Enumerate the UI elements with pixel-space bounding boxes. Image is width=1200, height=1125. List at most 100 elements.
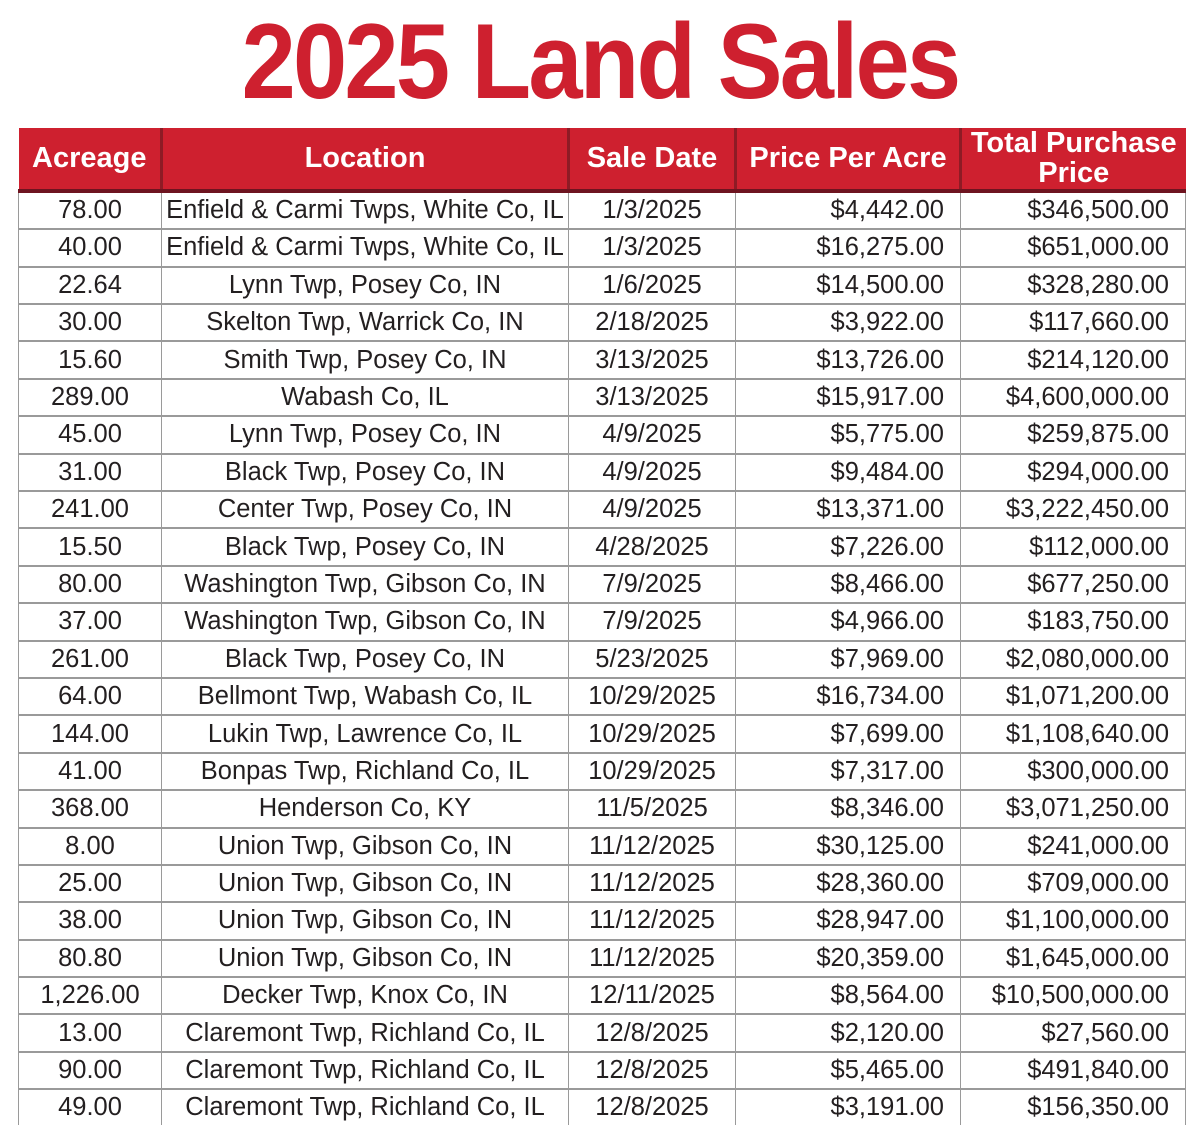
sale-date-cell: 12/8/2025 [568, 1013, 736, 1053]
total-price-cell: $214,120.00 [960, 340, 1186, 380]
table-header: Acreage Location Sale Date Price Per Acr… [18, 128, 1186, 193]
total-price-cell: $3,222,450.00 [960, 489, 1186, 530]
acreage-cell: 41.00 [18, 751, 162, 792]
acreage-cell: 38.00 [18, 901, 162, 941]
table-row: 15.60 Smith Twp, Posey Co, IN 3/13/2025 $13… [18, 340, 1186, 380]
price-per-acre-cell: $14,500.00 [735, 265, 961, 306]
table-row: 80.00 Washington Twp, Gibson Co, IN 7/9/20… [18, 564, 1186, 605]
location-cell: Decker Twp, Knox Co, IN [161, 976, 569, 1016]
total-price-cell: $112,000.00 [960, 527, 1186, 567]
location-cell: Claremont Twp, Richland Co, IL [161, 1050, 569, 1091]
price-per-acre-cell: $8,564.00 [735, 976, 961, 1016]
total-price-cell: $1,645,000.00 [960, 938, 1186, 979]
sale-date-cell: 3/13/2025 [568, 377, 736, 418]
sale-date-cell: 12/8/2025 [568, 1050, 736, 1091]
location-cell: Center Twp, Posey Co, IN [161, 489, 569, 530]
price-per-acre-cell: $7,226.00 [735, 527, 961, 567]
table-row: 13.00 Claremont Twp, Richland Co, IL 12/8/… [18, 1013, 1186, 1053]
acreage-cell: 64.00 [18, 676, 162, 717]
sale-date-cell: 11/12/2025 [568, 938, 736, 979]
table-row: 15.50 Black Twp, Posey Co, IN 4/28/2025 $7,… [18, 527, 1186, 567]
acreage-cell: 37.00 [18, 602, 162, 642]
table-row: 1,226.00 Decker Twp, Knox Co, IN 12/11/202… [18, 976, 1186, 1016]
price-per-acre-cell: $2,120.00 [735, 1013, 961, 1053]
total-price-cell: $27,560.00 [960, 1013, 1186, 1053]
acreage-cell: 80.00 [18, 564, 162, 605]
price-per-acre-cell: $16,734.00 [735, 676, 961, 717]
price-per-acre-cell: $8,466.00 [735, 564, 961, 605]
location-cell: Union Twp, Gibson Co, IN [161, 901, 569, 941]
sale-date-cell: 11/12/2025 [568, 901, 736, 941]
location-cell: Union Twp, Gibson Co, IN [161, 938, 569, 979]
location-cell: Bellmont Twp, Wabash Co, IL [161, 676, 569, 717]
column-header-acreage: Acreage [18, 128, 162, 193]
acreage-cell: 40.00 [18, 228, 162, 268]
sale-date-cell: 1/3/2025 [568, 189, 736, 231]
table-row: 31.00 Black Twp, Posey Co, IN 4/9/2025 $9,4… [18, 452, 1186, 493]
location-cell: Claremont Twp, Richland Co, IL [161, 1088, 569, 1125]
sale-date-cell: 10/29/2025 [568, 751, 736, 792]
location-cell: Henderson Co, KY [161, 789, 569, 829]
sale-date-cell: 5/23/2025 [568, 639, 736, 679]
acreage-cell: 31.00 [18, 452, 162, 493]
table-row: 22.64 Lynn Twp, Posey Co, IN 1/6/2025 $14,5… [18, 265, 1186, 306]
page: 2025 Land Sales Acreage Location Sale Da… [0, 8, 1200, 1125]
total-price-cell: $709,000.00 [960, 863, 1186, 904]
table-row: 45.00 Lynn Twp, Posey Co, IN 4/9/2025 $5,77… [18, 415, 1186, 455]
price-per-acre-cell: $7,699.00 [735, 714, 961, 754]
price-per-acre-cell: $9,484.00 [735, 452, 961, 493]
price-per-acre-cell: $7,969.00 [735, 639, 961, 679]
price-per-acre-cell: $4,966.00 [735, 602, 961, 642]
price-per-acre-cell: $3,922.00 [735, 303, 961, 343]
price-per-acre-cell: $30,125.00 [735, 826, 961, 866]
sale-date-cell: 2/18/2025 [568, 303, 736, 343]
total-price-cell: $300,000.00 [960, 751, 1186, 792]
acreage-cell: 144.00 [18, 714, 162, 754]
table-row: 41.00 Bonpas Twp, Richland Co, IL 10/29/20… [18, 751, 1186, 792]
table-row: 289.00 Wabash Co, IL 3/13/2025 $15,917.00 $4… [18, 377, 1186, 418]
price-per-acre-cell: $5,465.00 [735, 1050, 961, 1091]
price-per-acre-cell: $5,775.00 [735, 415, 961, 455]
total-price-cell: $1,108,640.00 [960, 714, 1186, 754]
total-price-cell: $294,000.00 [960, 452, 1186, 493]
location-cell: Lynn Twp, Posey Co, IN [161, 415, 569, 455]
page-title: 2025 Land Sales [241, 1, 962, 121]
total-price-cell: $328,280.00 [960, 265, 1186, 306]
total-price-cell: $2,080,000.00 [960, 639, 1186, 679]
table-body: 78.00 Enfield & Carmi Twps, White Co, IL 1… [18, 189, 1186, 1125]
price-per-acre-cell: $3,191.00 [735, 1088, 961, 1125]
acreage-cell: 22.64 [18, 265, 162, 306]
location-cell: Black Twp, Posey Co, IN [161, 527, 569, 567]
column-header-total-price: Total Purchase Price [959, 128, 1186, 193]
sale-date-cell: 12/8/2025 [568, 1088, 736, 1125]
table-row: 8.00 Union Twp, Gibson Co, IN 11/12/2025 $3… [18, 826, 1186, 866]
location-cell: Smith Twp, Posey Co, IN [161, 340, 569, 380]
sale-date-cell: 12/11/2025 [568, 976, 736, 1016]
price-per-acre-cell: $28,360.00 [735, 863, 961, 904]
table-row: 25.00 Union Twp, Gibson Co, IN 11/12/2025 $… [18, 863, 1186, 904]
location-cell: Bonpas Twp, Richland Co, IL [161, 751, 569, 792]
total-price-cell: $4,600,000.00 [960, 377, 1186, 418]
total-price-cell: $241,000.00 [960, 826, 1186, 866]
total-price-cell: $10,500,000.00 [960, 976, 1186, 1016]
sale-date-cell: 11/12/2025 [568, 826, 736, 866]
acreage-cell: 8.00 [18, 826, 162, 866]
acreage-cell: 90.00 [18, 1050, 162, 1091]
sale-date-cell: 7/9/2025 [568, 602, 736, 642]
table-row: 144.00 Lukin Twp, Lawrence Co, IL 10/29/20… [18, 714, 1186, 754]
sale-date-cell: 1/3/2025 [568, 228, 736, 268]
total-price-cell: $1,071,200.00 [960, 676, 1186, 717]
table-row: 38.00 Union Twp, Gibson Co, IN 11/12/2025 $… [18, 901, 1186, 941]
location-cell: Claremont Twp, Richland Co, IL [161, 1013, 569, 1053]
acreage-cell: 1,226.00 [18, 976, 162, 1016]
sale-date-cell: 4/9/2025 [568, 452, 736, 493]
total-price-cell: $259,875.00 [960, 415, 1186, 455]
location-cell: Black Twp, Posey Co, IN [161, 639, 569, 679]
table-row: 368.00 Henderson Co, KY 11/5/2025 $8,346.00… [18, 789, 1186, 829]
acreage-cell: 289.00 [18, 377, 162, 418]
price-per-acre-cell: $16,275.00 [735, 228, 961, 268]
table-row: 30.00 Skelton Twp, Warrick Co, IN 2/18/202… [18, 303, 1186, 343]
sale-date-cell: 7/9/2025 [568, 564, 736, 605]
acreage-cell: 15.50 [18, 527, 162, 567]
location-cell: Wabash Co, IL [161, 377, 569, 418]
